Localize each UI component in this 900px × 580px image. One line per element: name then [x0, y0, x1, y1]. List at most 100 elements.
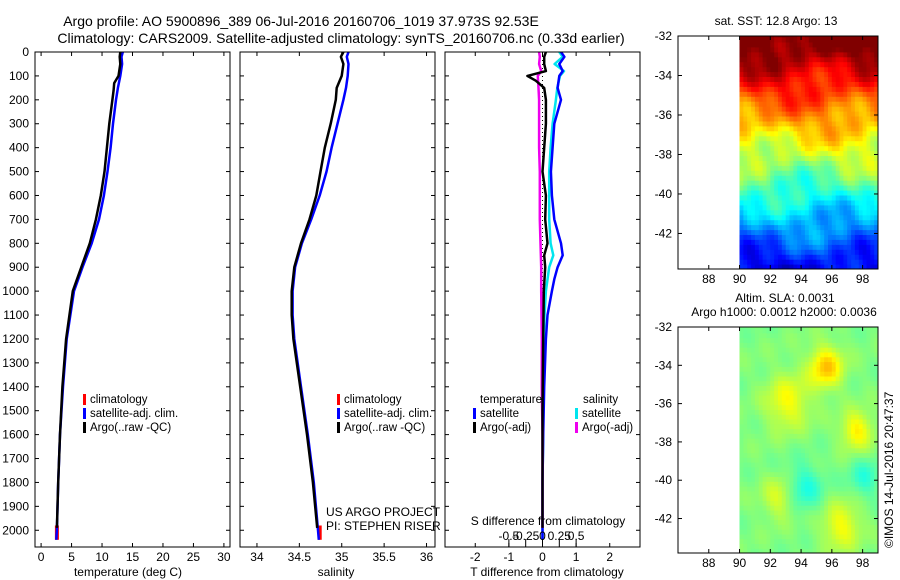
sla-map-cell [816, 418, 821, 425]
sla-map-cell [793, 404, 798, 410]
legend-label-satellite: satellite-adj. clim. [344, 408, 432, 420]
legend-label-s-argo: Argo(-adj) [582, 422, 633, 434]
sst-map-cell [851, 125, 856, 132]
sla-map-cell [751, 490, 756, 497]
sst-map-cell [820, 165, 825, 171]
sst-map-cell [862, 56, 867, 63]
sla-map-cell [785, 371, 791, 377]
sla-map-cell [847, 500, 852, 506]
sla-map-cell [851, 500, 856, 506]
sla-map-cell [839, 490, 844, 497]
sla-map-cell [781, 404, 787, 410]
sla-map-cell [789, 500, 794, 506]
sla-map-cell [743, 375, 748, 382]
sst-map-cell [839, 244, 844, 250]
sst-map-cell [828, 86, 833, 92]
sla-map-xtick-label: 96 [825, 556, 839, 570]
sla-map-cell [858, 361, 864, 367]
sla-map-cell [851, 509, 856, 516]
sla-map-cell [774, 375, 779, 382]
sla-map-cell [808, 342, 814, 348]
sla-map-cell [789, 486, 794, 492]
sst-map-cell [808, 155, 814, 161]
sst-map-cell [801, 224, 806, 231]
sst-map-cell [854, 234, 860, 240]
sla-map-cell [851, 385, 856, 391]
sla-map-cell [762, 390, 767, 396]
sla-map-cell [766, 395, 771, 401]
sst-map-cell [866, 56, 871, 63]
sst-map-cell [789, 209, 794, 216]
sst-map-cell [762, 229, 767, 235]
sst-map-cell [808, 120, 814, 127]
sst-map-cell [762, 36, 767, 38]
sst-map-cell [739, 140, 744, 147]
temperature-series-1 [55, 52, 125, 540]
sla-map-ytick-label: -34 [655, 358, 673, 372]
legend-label-s-satellite: satellite [582, 408, 621, 420]
sst-map-cell [847, 56, 852, 63]
sla-map-cell [862, 351, 867, 358]
sst-map-cell [793, 229, 798, 235]
sla-map-cell [866, 428, 871, 434]
sst-map-cell [789, 254, 794, 260]
sla-map-cell [828, 500, 833, 506]
sst-map-cell [808, 140, 814, 147]
sla-map-cell [778, 447, 783, 454]
salinity-xtick-label: 36 [420, 550, 434, 564]
sla-map-cell [751, 533, 756, 540]
sla-map-cell [843, 414, 848, 420]
sst-map-cell [770, 244, 775, 250]
sst-map-cell [797, 66, 802, 73]
sla-map-cell [774, 342, 779, 348]
sla-map-cell [812, 519, 817, 525]
sst-map-cell [828, 36, 833, 38]
sla-map-cell [843, 462, 848, 468]
sla-map-cell [870, 428, 875, 434]
sla-map-cell [747, 519, 752, 525]
sla-map-cell [828, 548, 833, 553]
sla-map-cell [866, 500, 871, 506]
sla-map-cell [843, 548, 848, 553]
sst-map-cell [747, 249, 752, 255]
sst-map-cell [774, 41, 779, 48]
sst-map-cell [812, 86, 817, 92]
sla-map-cell [835, 380, 841, 386]
sst-map-cell [762, 150, 767, 156]
sla-map-cell [854, 380, 860, 386]
sst-map-cell [820, 91, 825, 97]
sst-map-cell [801, 56, 806, 63]
sla-map-cell [758, 418, 764, 425]
sst-map-cell [781, 209, 787, 216]
sla-map-cell [858, 428, 864, 434]
sst-map-cell [766, 229, 771, 235]
sst-map-cell [820, 71, 825, 77]
sst-map-cell [781, 185, 787, 191]
sla-map-cell [808, 385, 814, 391]
sst-map-cell [866, 239, 871, 245]
sla-map-cell [793, 524, 798, 530]
sla-map-cell [785, 476, 791, 482]
sla-map-cell [831, 447, 837, 454]
sst-map-cell [747, 86, 752, 92]
sla-map-cell [866, 409, 871, 415]
sla-map-cell [778, 514, 783, 521]
sst-map-cell [820, 204, 825, 211]
sla-map-cell [789, 462, 794, 468]
legend-label-climatology: climatology [344, 394, 402, 406]
sst-map-cell [858, 37, 864, 43]
sla-map-cell [781, 533, 787, 540]
sla-map-cell [858, 399, 864, 406]
sst-map-cell [766, 76, 771, 82]
sst-map-cell [758, 170, 764, 176]
sst-map-cell [751, 219, 756, 226]
sla-map-cell [843, 423, 848, 430]
sst-map-cell [801, 160, 806, 166]
difference-top-xlabel: S difference from climatology [471, 514, 626, 528]
sla-map-cell [862, 385, 867, 391]
sla-map-cell [870, 361, 875, 367]
sla-map-cell [762, 409, 767, 415]
sla-map-cell [820, 356, 825, 363]
sla-map-cell [862, 476, 867, 482]
sla-map-cell [858, 337, 864, 343]
